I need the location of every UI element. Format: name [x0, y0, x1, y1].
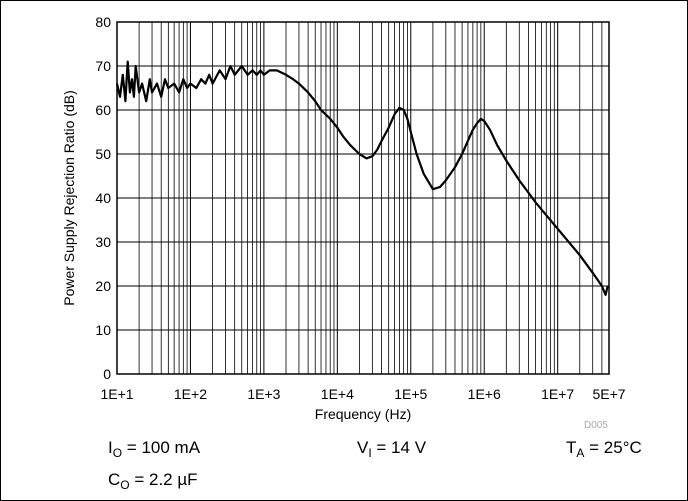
y-axis: 0 10 20 30 40 50 60 70 80 [95, 14, 111, 382]
io-symbol: I [108, 438, 113, 457]
x-tick-label: 1E+1 [100, 386, 133, 402]
vi-value: = 14 V [371, 438, 427, 457]
x-tick-label: 5E+7 [592, 386, 625, 402]
vi-subscript: I [368, 446, 372, 460]
x-tick-label: 1E+2 [174, 386, 207, 402]
x-axis-label: Frequency (Hz) [315, 406, 411, 422]
y-tick-label: 50 [95, 146, 111, 162]
co-symbol: C [108, 470, 121, 489]
x-tick-label: 1E+3 [247, 386, 280, 402]
y-tick-label: 0 [103, 366, 111, 382]
vi-condition: VI = 14 V [357, 438, 427, 460]
y-tick-label: 20 [95, 278, 111, 294]
co-condition: CO = 2.2 µF [108, 470, 198, 492]
x-tick-label: 1E+6 [468, 386, 501, 402]
y-tick-label: 30 [95, 234, 111, 250]
y-axis-label: Power Supply Rejection Ratio (dB) [61, 90, 77, 306]
co-subscript: O [120, 478, 130, 492]
y-tick-label: 40 [95, 190, 111, 206]
y-tick-label: 60 [95, 102, 111, 118]
figure-id: D005 [584, 420, 608, 431]
io-condition: IO = 100 mA [108, 438, 201, 460]
ta-subscript: A [576, 446, 585, 460]
psrr-curve [115, 60, 609, 296]
plot-area [116, 21, 610, 375]
x-tick-label: 1E+5 [394, 386, 427, 402]
io-subscript: O [112, 446, 123, 460]
co-value: = 2.2 µF [129, 470, 198, 489]
ta-value: = 25°C [584, 438, 642, 457]
ta-symbol: T [566, 438, 577, 457]
vi-symbol: V [357, 438, 369, 457]
y-tick-label: 10 [95, 322, 111, 338]
y-tick-label: 80 [95, 14, 111, 30]
x-axis: 1E+1 1E+2 1E+3 1E+4 1E+5 1E+6 1E+7 5E+7 [100, 386, 625, 402]
grid [116, 21, 610, 375]
io-value: = 100 mA [122, 438, 201, 457]
x-tick-label: 1E+7 [541, 386, 574, 402]
y-tick-label: 70 [95, 58, 111, 74]
x-tick-label: 1E+4 [321, 386, 354, 402]
ta-condition: TA = 25°C [566, 438, 642, 460]
